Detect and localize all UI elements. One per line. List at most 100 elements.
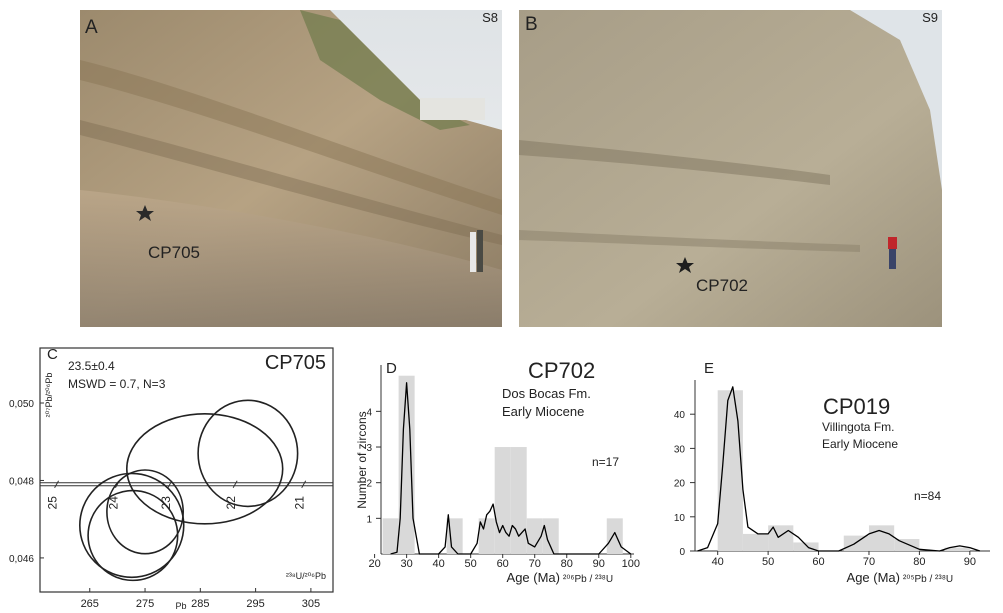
title: CP019	[823, 394, 890, 419]
bar	[494, 447, 511, 554]
star	[676, 257, 694, 273]
density-curve	[390, 382, 632, 555]
panel-label: D	[386, 360, 397, 377]
strata	[519, 140, 830, 185]
title: CP705	[265, 352, 326, 374]
x-tick-label: 90	[964, 556, 976, 568]
star	[136, 205, 154, 221]
ylabel: ²⁰⁷Pb/²⁰⁶Pb	[44, 373, 54, 418]
panel-label: B	[525, 14, 538, 35]
x-tick-label: 275	[136, 598, 154, 610]
x-tick-label: 90	[593, 558, 605, 570]
annotation: n=84	[914, 489, 941, 503]
y-tick-label: 30	[674, 444, 686, 455]
title: CP702	[528, 358, 595, 383]
x-tick-label: 40	[712, 556, 724, 568]
x-tick-label: 40	[433, 558, 445, 570]
person	[889, 249, 896, 269]
x-tick-label: 50	[762, 556, 774, 568]
age-label: 22	[224, 496, 238, 510]
y-tick-label: 0,046	[9, 554, 34, 565]
y-tick-label: 3	[366, 443, 372, 454]
vegetation	[300, 10, 470, 130]
bar	[843, 535, 869, 551]
age-mark	[232, 480, 238, 489]
density-curve	[697, 386, 981, 552]
age-label: 24	[106, 496, 120, 510]
error-ellipse	[197, 399, 299, 508]
formation: Dos Bocas Fm.	[502, 386, 591, 401]
age-label: 25	[46, 496, 60, 510]
bar	[944, 547, 970, 551]
x-tick-label: 20	[368, 558, 380, 570]
y-tick-label: 4	[366, 407, 372, 418]
xlabel: Age (Ma)	[847, 570, 900, 585]
y-tick-label: 0,050	[9, 399, 34, 410]
panel-label: A	[85, 17, 98, 38]
y-tick-label: 0,048	[9, 476, 34, 487]
bar	[382, 518, 399, 554]
person	[888, 237, 897, 249]
bar	[510, 447, 527, 554]
xlabel-2: Pb	[175, 601, 186, 611]
bar	[742, 533, 769, 551]
person	[470, 232, 476, 272]
age: 23.5±0.4	[68, 359, 115, 373]
x-tick-label: 305	[302, 598, 320, 610]
strata	[80, 120, 502, 245]
bar	[793, 542, 819, 551]
x-tick-label: 30	[400, 558, 412, 570]
sample-label: CP702	[696, 276, 748, 295]
stats: MSWD = 0.7, N=3	[68, 377, 166, 391]
bar	[768, 525, 794, 551]
bar	[526, 518, 543, 554]
error-ellipse	[87, 489, 179, 582]
age-label: 21	[293, 496, 307, 510]
x-tick-label: 295	[246, 598, 264, 610]
x-tick-label: 60	[497, 558, 509, 570]
y-tick-label: 40	[674, 410, 686, 421]
x-tick-label: 285	[191, 598, 209, 610]
building	[420, 98, 485, 120]
error-ellipse	[79, 472, 185, 579]
bar	[446, 518, 463, 554]
bar	[606, 518, 623, 554]
error-ellipse	[125, 413, 284, 525]
x-tick-label: 265	[81, 598, 99, 610]
annotation: n=17	[592, 455, 619, 469]
y-tick-label: 2	[366, 479, 372, 490]
strata	[80, 60, 502, 215]
bar	[894, 539, 920, 551]
site-label: S8	[482, 10, 498, 25]
xlabel-2: ²⁰⁵Pb / ²³⁸U	[903, 574, 953, 585]
ground	[80, 190, 502, 327]
xlabel: ²³⁸U/²⁰⁶Pb	[286, 571, 326, 581]
bar	[868, 525, 895, 551]
x-tick-label: 80	[561, 558, 573, 570]
age-label: 23	[159, 496, 173, 510]
site-label: S9	[922, 10, 938, 25]
epoch: Early Miocene	[822, 437, 898, 451]
bar	[398, 375, 415, 554]
photo-b: B S9 CP702	[519, 10, 942, 327]
strata	[519, 230, 860, 252]
age-mark	[54, 480, 60, 489]
epoch: Early Miocene	[502, 404, 584, 419]
error-ellipse	[106, 469, 184, 555]
photo-a: A S8 CP705	[80, 10, 502, 327]
x-tick-label: 50	[465, 558, 477, 570]
y-tick-label: 10	[674, 513, 686, 524]
y-tick-label: 20	[674, 479, 686, 490]
x-tick-label: 70	[863, 556, 875, 568]
age-mark	[301, 480, 307, 489]
x-tick-label: 80	[913, 556, 925, 568]
bar	[717, 390, 743, 551]
x-tick-label: 60	[812, 556, 824, 568]
plot-frame	[39, 347, 334, 593]
x-tick-label: 100	[622, 558, 640, 570]
xlabel-2: ²⁰⁶Pb / ²³⁸U	[563, 574, 613, 585]
person	[477, 230, 483, 272]
panel-label: E	[704, 360, 714, 377]
